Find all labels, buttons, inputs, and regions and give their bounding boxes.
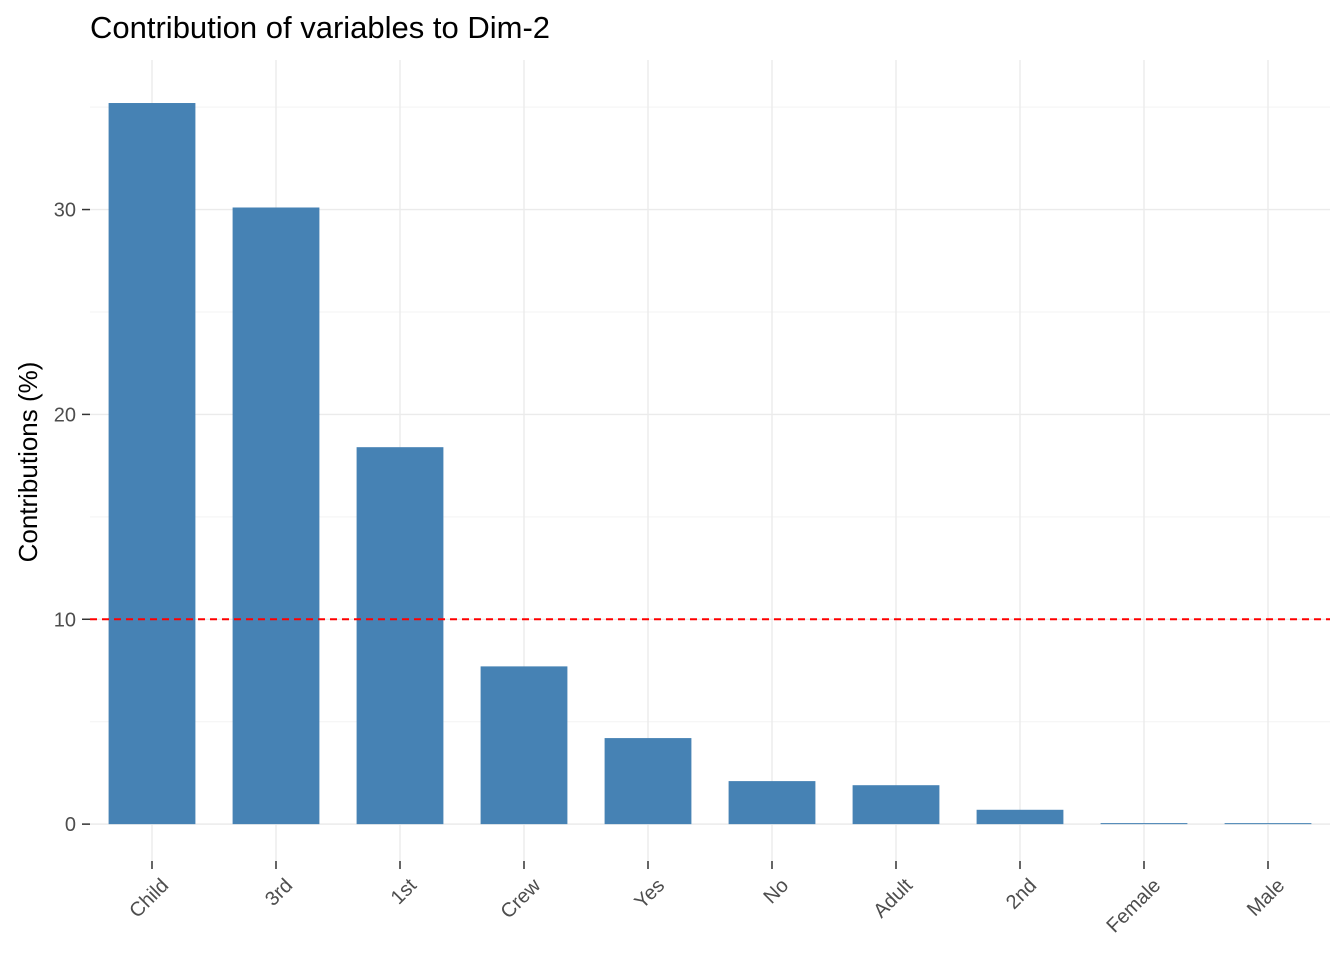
- bar-male: [1224, 823, 1312, 825]
- bar-no: [728, 781, 816, 825]
- x-tick-label: Adult: [869, 874, 917, 922]
- x-tick-label: 2nd: [1002, 875, 1041, 914]
- bar-2nd: [976, 809, 1064, 825]
- y-tick-label: 20: [54, 404, 76, 426]
- y-tick-label: 10: [54, 609, 76, 631]
- x-tick-label: Male: [1243, 875, 1289, 921]
- bar-adult: [852, 785, 940, 825]
- bar-3rd: [232, 207, 320, 825]
- y-tick-label: 30: [54, 200, 76, 222]
- y-axis-label: Contributions (%): [13, 362, 43, 563]
- bar-crew: [480, 666, 568, 825]
- x-tick-label: 3rd: [261, 875, 297, 911]
- x-tick-label: Yes: [631, 875, 670, 914]
- y-tick-label: 0: [65, 814, 76, 836]
- x-tick-label: Crew: [497, 874, 546, 923]
- x-tick-label: Child: [125, 875, 173, 923]
- x-tick-label: No: [760, 875, 794, 909]
- bar-female: [1100, 823, 1188, 825]
- x-tick-label: Female: [1102, 875, 1165, 938]
- bars-layer: [108, 103, 1312, 825]
- bar-1st: [356, 447, 444, 825]
- bar-yes: [604, 738, 692, 825]
- chart-title: Contribution of variables to Dim-2: [90, 10, 551, 45]
- bar-child: [108, 103, 196, 825]
- x-tick-label: 1st: [387, 874, 422, 909]
